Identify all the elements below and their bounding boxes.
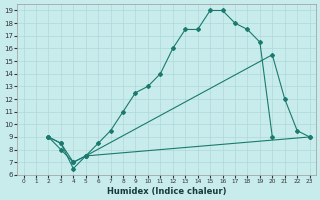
X-axis label: Humidex (Indice chaleur): Humidex (Indice chaleur)	[107, 187, 226, 196]
